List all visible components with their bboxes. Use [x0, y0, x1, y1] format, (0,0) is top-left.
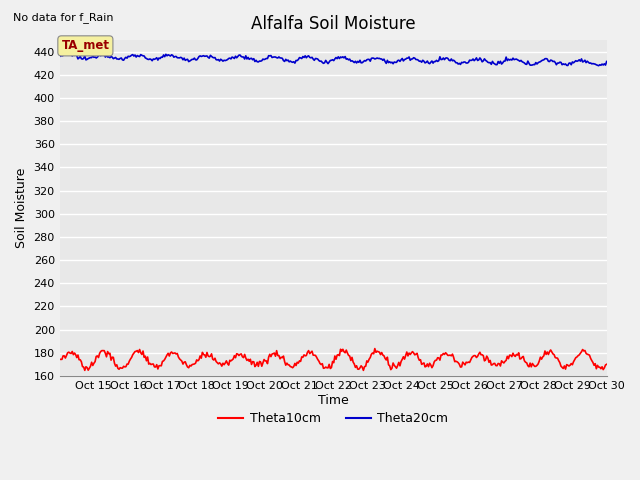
Text: TA_met: TA_met: [61, 39, 109, 52]
Title: Alfalfa Soil Moisture: Alfalfa Soil Moisture: [251, 15, 415, 33]
Y-axis label: Soil Moisture: Soil Moisture: [15, 168, 28, 248]
Legend: Theta10cm, Theta20cm: Theta10cm, Theta20cm: [213, 407, 453, 430]
X-axis label: Time: Time: [318, 394, 349, 407]
Text: No data for f_Rain: No data for f_Rain: [13, 12, 113, 23]
